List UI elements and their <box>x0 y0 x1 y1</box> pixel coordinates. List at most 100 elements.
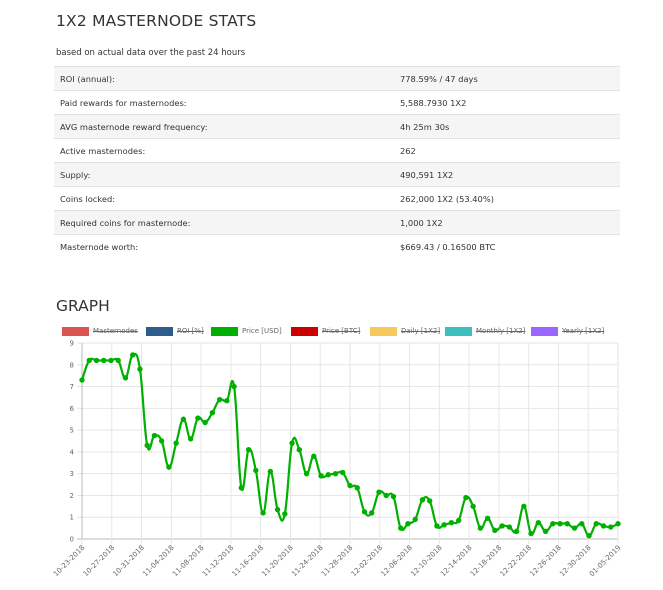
data-point <box>79 377 85 383</box>
y-tick-label: 8 <box>70 361 74 369</box>
data-point <box>238 485 245 491</box>
legend-swatch <box>531 327 558 336</box>
data-point <box>434 523 440 529</box>
data-point <box>361 509 368 515</box>
data-point <box>441 522 447 528</box>
legend-swatch <box>291 327 318 336</box>
data-point <box>405 521 411 527</box>
x-tick-label: 01-05-2019 <box>588 544 622 578</box>
data-point <box>419 497 426 503</box>
stats-label: ROI (annual): <box>54 66 394 91</box>
data-point <box>383 492 389 499</box>
data-point <box>195 415 201 421</box>
legend-label: Monthly [1X2] <box>476 327 526 335</box>
legend-swatch <box>211 327 238 336</box>
stats-label: Active masternodes: <box>54 138 394 163</box>
data-point <box>564 521 570 527</box>
data-point <box>245 447 252 453</box>
y-tick-label: 2 <box>70 492 74 500</box>
stats-row: Coins locked: 262,000 1X2 (53.40%) <box>54 186 620 211</box>
data-point <box>528 530 534 537</box>
y-tick-label: 9 <box>70 340 74 348</box>
stats-row: Supply: 490,591 1X2 <box>54 162 620 187</box>
data-point <box>513 528 520 535</box>
data-point <box>448 519 455 526</box>
data-point <box>187 436 194 442</box>
stats-label: Coins locked: <box>54 186 394 211</box>
y-tick-label: 4 <box>70 448 75 456</box>
data-point <box>115 357 121 364</box>
legend-swatch <box>62 327 89 336</box>
data-point <box>318 473 324 479</box>
stats-row: Masternode worth: $669.43 / 0.16500 BTC <box>54 234 620 259</box>
data-point <box>376 489 382 495</box>
data-point <box>354 485 360 491</box>
chart-legend: Masternodes ROI [%] Price [USD] Price [BTC]… <box>0 325 663 339</box>
stats-label: AVG masternode reward frequency: <box>54 114 394 139</box>
data-point <box>477 525 484 531</box>
data-point <box>144 442 150 449</box>
data-point <box>426 498 433 504</box>
data-point <box>137 366 143 372</box>
data-point <box>108 357 114 364</box>
stats-row: Required coins for masternode: 1,000 1X2 <box>54 210 620 235</box>
data-point <box>202 419 208 426</box>
data-point <box>303 470 310 477</box>
stats-value: 1,000 1X2 <box>394 210 620 235</box>
stats-row: Paid rewards for masternodes: 5,588.7930 … <box>54 90 620 115</box>
data-point <box>521 503 527 510</box>
stats-label: Required coins for masternode: <box>54 210 394 235</box>
stats-value: $669.43 / 0.16500 BTC <box>394 234 620 259</box>
data-point <box>282 511 288 517</box>
data-point <box>455 517 462 524</box>
data-point <box>340 469 346 476</box>
legend-swatch <box>146 327 173 336</box>
data-point <box>180 416 187 422</box>
y-tick-label: 6 <box>70 405 75 413</box>
data-point <box>600 523 607 529</box>
price-chart: 012345678910-23-201810-27-201810-31-2018… <box>52 340 622 579</box>
data-point <box>571 525 578 531</box>
data-point <box>484 515 491 522</box>
y-tick-label: 5 <box>70 427 74 435</box>
data-point <box>412 516 418 523</box>
legend-label: Yearly [1X2] <box>562 327 605 335</box>
stats-row: Active masternodes: 262 <box>54 138 620 163</box>
data-point <box>463 494 469 501</box>
stats-value: 778.59% / 47 days <box>394 66 620 91</box>
data-point <box>593 521 599 527</box>
data-point <box>492 527 498 533</box>
stats-row: AVG masternode reward frequency: 4h 25m 3… <box>54 114 620 139</box>
stats-value: 262,000 1X2 (53.40%) <box>394 186 620 211</box>
data-point <box>311 453 317 459</box>
data-point <box>398 525 404 531</box>
stats-label: Masternode worth: <box>54 234 394 259</box>
series-line <box>80 352 619 537</box>
data-point <box>216 396 223 403</box>
legend-label: ROI [%] <box>177 327 204 335</box>
data-point <box>557 521 563 527</box>
stats-label: Paid rewards for masternodes: <box>54 90 394 115</box>
data-point <box>260 510 266 516</box>
stats-table: ROI (annual): 778.59% / 47 days Paid rewar… <box>54 66 620 259</box>
data-point <box>390 493 397 500</box>
data-point <box>86 357 92 364</box>
data-point <box>542 528 549 535</box>
page-subtitle: based on actual data over the past 24 ho… <box>56 48 246 58</box>
data-point <box>122 375 129 381</box>
data-point <box>325 472 331 478</box>
data-point <box>173 440 179 446</box>
page-title: 1X2 MASTERNODE STATS <box>56 12 257 30</box>
stats-value: 5,588.7930 1X2 <box>394 90 620 115</box>
stats-value: 490,591 1X2 <box>394 162 620 187</box>
data-point <box>166 464 172 470</box>
data-point <box>209 409 216 416</box>
legend-label: Price [BTC] <box>322 327 361 335</box>
data-point <box>231 383 237 390</box>
data-point <box>470 503 476 510</box>
data-point <box>289 440 295 446</box>
data-point <box>369 510 375 516</box>
y-tick-label: 1 <box>70 514 74 522</box>
data-point <box>296 447 302 453</box>
y-tick-label: 0 <box>70 536 74 544</box>
